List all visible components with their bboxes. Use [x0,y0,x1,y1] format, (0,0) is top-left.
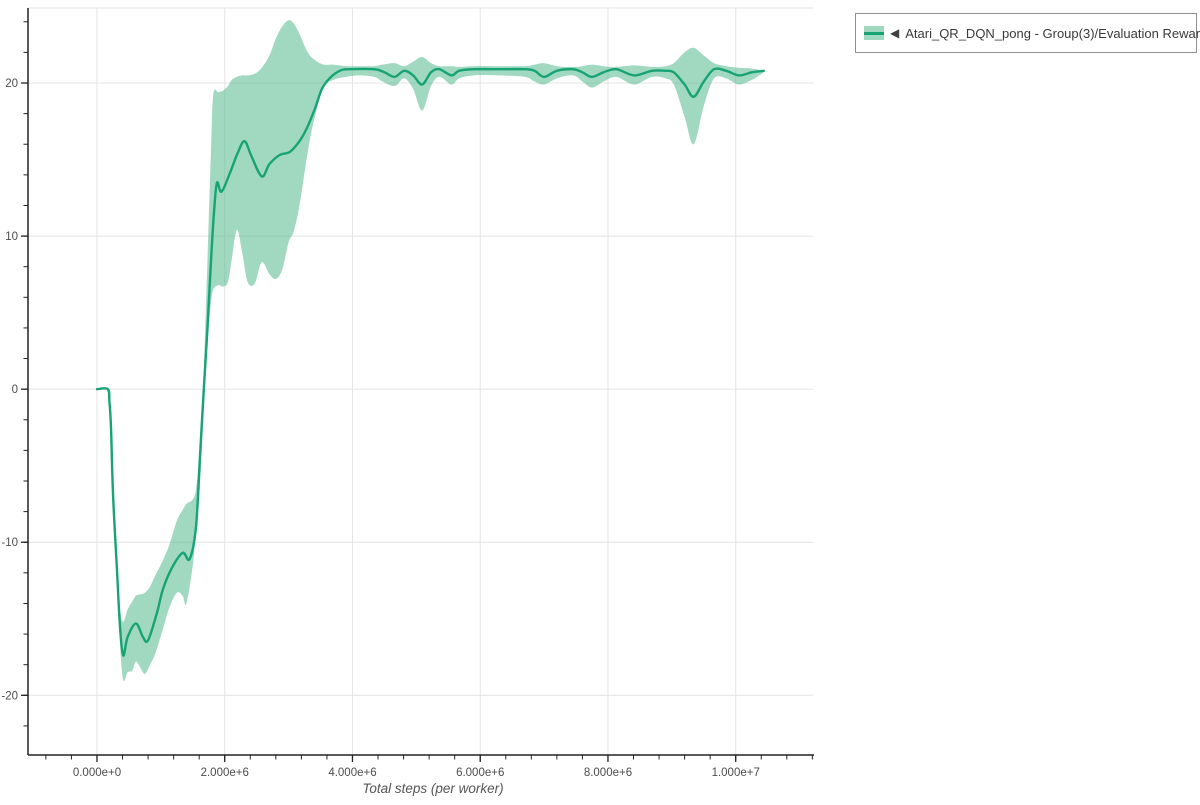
x-tick-label: 8.000e+6 [584,767,632,779]
axes: 0.000e+0 2.000e+6 4.000e+6 6.000e+6 8.000e+6… [1,8,814,779]
y-tick-label: 0 [12,384,18,396]
legend-item-evaluation-reward[interactable]: ◀ Atari_QR_DQN_pong - Group(3)/Evaluatio… [856,26,1200,41]
y-tick-label: 10 [5,231,18,243]
x-axis-title: Total steps (per worker) [362,781,504,796]
x-tick-label: 6.000e+6 [456,767,504,779]
x-tick-label: 1.000e+7 [712,767,760,779]
confidence-band [113,20,764,682]
legend: ◀ Atari_QR_DQN_pong - Group(3)/Evaluatio… [855,13,1200,53]
x-tick-label: 0.000e+0 [73,767,121,779]
x-tick-label: 4.000e+6 [328,767,376,779]
x-tick-label: 2.000e+6 [201,767,249,779]
y-tick-label: -10 [1,537,18,549]
y-tick-label: 20 [5,78,18,90]
legend-series-label: Atari_QR_DQN_pong - Group(3)/Evaluation … [905,25,1200,41]
collapse-triangle-icon: ◀ [890,26,900,40]
series-color-swatch-icon [864,26,884,40]
reward-line [95,67,765,657]
y-tick-label: -20 [1,690,18,702]
series-line-sample [864,31,884,35]
